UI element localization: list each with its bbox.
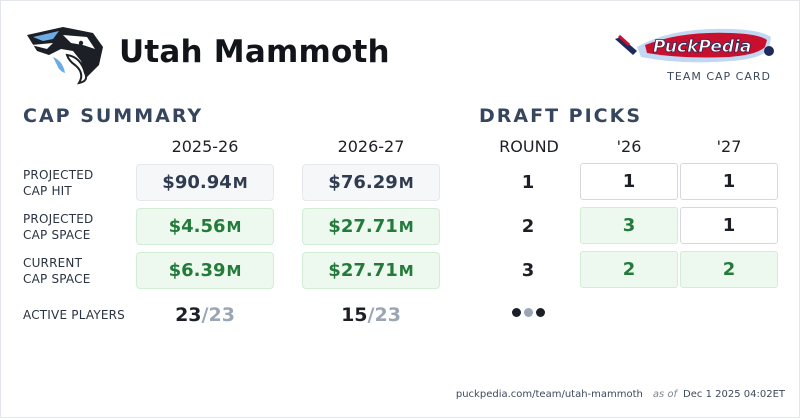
draft-round-number: 3 [521,260,535,281]
draft-picks-title: DRAFT PICKS [479,105,643,127]
footer-url[interactable]: puckpedia.com/team/utah-mammoth [455,389,643,400]
draft-pick-count: 2 [680,251,778,288]
projected-cap-hit-value: $90.94 M [136,164,274,201]
more-dots-icon [512,308,548,318]
cap-summary-title: CAP SUMMARY [23,105,204,127]
dot-icon [536,308,545,317]
active-players-count: 15/23 [341,304,401,326]
footer-timestamp: Dec 1 2025 04:02ET [683,389,785,400]
dot-icon [524,308,533,317]
puckpedia-logo[interactable]: PuckPedia [611,25,777,69]
dot-icon [512,308,521,317]
draft-pick-count: 1 [680,207,778,244]
draft-header-year: '27 [716,137,742,156]
current-cap-space-value: $27.71 M [302,252,440,289]
draft-pick-count: 1 [680,163,778,200]
row-label-current-cap-space: CURRENT CAP SPACE [23,256,91,286]
mammoth-logo-icon [27,27,103,85]
current-cap-space-value: $6.39 M [136,252,274,289]
projected-cap-space-value: $4.56 M [136,208,274,245]
season-header: 2026-27 [337,137,405,156]
row-label-active-players: ACTIVE PLAYERS [23,308,125,322]
draft-header-round: ROUND [499,137,559,156]
row-label-projected-cap-space: PROJECTED CAP SPACE [23,212,94,242]
draft-pick-count: 3 [580,207,678,244]
draft-header-year: '26 [616,137,642,156]
card-subtitle: TEAM CAP CARD [667,70,771,83]
season-header: 2025-26 [171,137,239,156]
footer: puckpedia.com/team/utah-mammoth as of Dec … [456,389,785,400]
active-players-count: 23/23 [175,304,235,326]
draft-pick-count: 1 [580,163,678,200]
projected-cap-hit-value: $76.29 M [302,164,440,201]
as-of-label: as of [652,389,678,400]
svg-text:PuckPedia: PuckPedia [653,37,751,57]
draft-round-number: 2 [521,216,535,237]
projected-cap-space-value: $27.71 M [302,208,440,245]
team-name: Utah Mammoth [119,34,390,70]
row-label-projected-cap-hit: PROJECTED CAP HIT [23,168,94,198]
draft-round-number: 1 [521,172,535,193]
draft-pick-count: 2 [580,251,678,288]
